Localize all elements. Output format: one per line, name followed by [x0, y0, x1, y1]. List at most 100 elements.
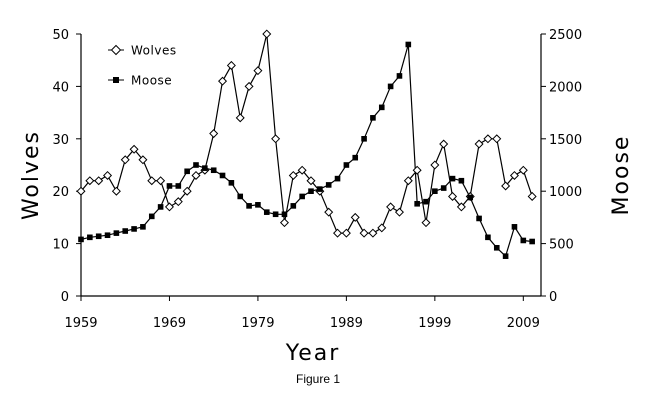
wolves-point: [412, 165, 422, 175]
wolves-point: [253, 66, 263, 76]
wolves-point: [359, 228, 369, 238]
moose-point: [396, 73, 403, 79]
moose-point: [378, 104, 385, 111]
y-right-tick-label: 500: [549, 238, 574, 253]
y-right-tick-label: 1000: [549, 185, 582, 200]
figure-caption: Figure 1: [296, 372, 340, 386]
y-left-tick-label: 0: [61, 290, 69, 305]
wolves-point: [235, 113, 245, 123]
wolves-point: [271, 134, 281, 144]
wolves-point: [368, 228, 378, 238]
moose-point: [529, 238, 535, 245]
moose-point: [387, 83, 394, 90]
moose-point: [325, 182, 332, 188]
wolves-point: [209, 129, 219, 139]
y-axis-left-title: Wolves: [19, 130, 44, 220]
series-markers: [76, 29, 537, 259]
wolves-point: [509, 170, 519, 180]
moose-point: [148, 213, 155, 220]
moose-point: [493, 244, 500, 251]
x-tick-label: 2009: [507, 316, 540, 331]
wolves-point: [394, 207, 404, 217]
moose-point: [131, 226, 137, 232]
wolves-point: [129, 144, 139, 154]
moose-point: [219, 172, 226, 179]
wolves-point: [377, 223, 387, 233]
moose-point: [78, 236, 84, 243]
wolves-point: [262, 29, 272, 39]
y-axis-right-title: Moose: [609, 135, 634, 216]
y-left-tick-label: 30: [52, 133, 69, 148]
moose-point: [175, 183, 182, 189]
wolves-point: [439, 139, 449, 149]
wolves-point: [244, 81, 254, 91]
wolves-point: [324, 207, 334, 217]
moose-point: [361, 136, 367, 142]
moose-point: [449, 175, 456, 182]
moose-point: [414, 200, 420, 207]
moose-point: [458, 177, 465, 184]
moose-point: [440, 185, 447, 191]
moose-point: [476, 215, 482, 222]
wolves-series-line: [80, 33, 533, 234]
moose-point: [237, 193, 244, 200]
y-right-tick-label: 0: [549, 290, 557, 305]
wolves-point: [226, 60, 236, 70]
wolves-point: [182, 186, 192, 196]
x-tick-label: 1999: [418, 316, 451, 331]
wolves-point: [120, 155, 130, 165]
moose-point: [210, 167, 217, 174]
wolves-point: [333, 228, 343, 238]
moose-point: [87, 234, 93, 241]
y-left-tick-label: 50: [52, 28, 69, 43]
moose-point: [334, 175, 341, 182]
moose-point: [104, 232, 111, 239]
moose-point: [184, 168, 190, 175]
wolves-point: [94, 176, 104, 186]
moose-point: [228, 180, 235, 186]
moose-point: [467, 194, 474, 201]
y-right-tick-label: 2000: [549, 80, 582, 95]
wolves-point: [85, 176, 95, 186]
moose-point: [423, 198, 429, 205]
moose-point: [352, 154, 359, 161]
y-right-tick-label: 2500: [549, 28, 582, 43]
wolves-point: [483, 134, 493, 144]
moose-point: [290, 203, 297, 209]
wolves-point: [341, 228, 351, 238]
x-tick-label: 1959: [64, 316, 97, 331]
legend: Wolves Moose: [108, 44, 176, 88]
moose-point: [255, 202, 261, 208]
x-axis-title: Year: [285, 341, 341, 366]
moose-point: [308, 188, 314, 194]
wolves-point: [76, 186, 86, 196]
wolves-point: [403, 176, 413, 186]
moose-point: [343, 162, 350, 168]
moose-point: [140, 224, 146, 230]
moose-point: [272, 211, 279, 218]
wolves-point: [111, 186, 121, 196]
series-lines: [80, 33, 533, 258]
moose-point: [370, 115, 376, 121]
wolves-point: [164, 202, 174, 212]
x-tick-label: 1979: [241, 316, 274, 331]
wolves-point: [492, 134, 502, 144]
moose-point: [95, 233, 102, 240]
y-left-tick-label: 20: [52, 185, 69, 200]
moose-point: [113, 230, 120, 236]
moose-point: [511, 224, 518, 230]
y-left-tick-label: 40: [52, 80, 69, 95]
moose-point: [157, 204, 164, 210]
moose-point: [405, 41, 412, 48]
moose-point: [485, 234, 491, 241]
wolves-point: [147, 176, 157, 186]
moose-point: [246, 203, 252, 209]
wolves-point: [306, 176, 316, 186]
wolves-point: [448, 191, 458, 201]
moose-point: [263, 209, 270, 215]
wolves-point: [288, 170, 298, 180]
x-tick-label: 1969: [153, 316, 186, 331]
moose-point: [122, 228, 129, 234]
wolves-point: [527, 191, 537, 201]
moose-point: [432, 188, 438, 194]
